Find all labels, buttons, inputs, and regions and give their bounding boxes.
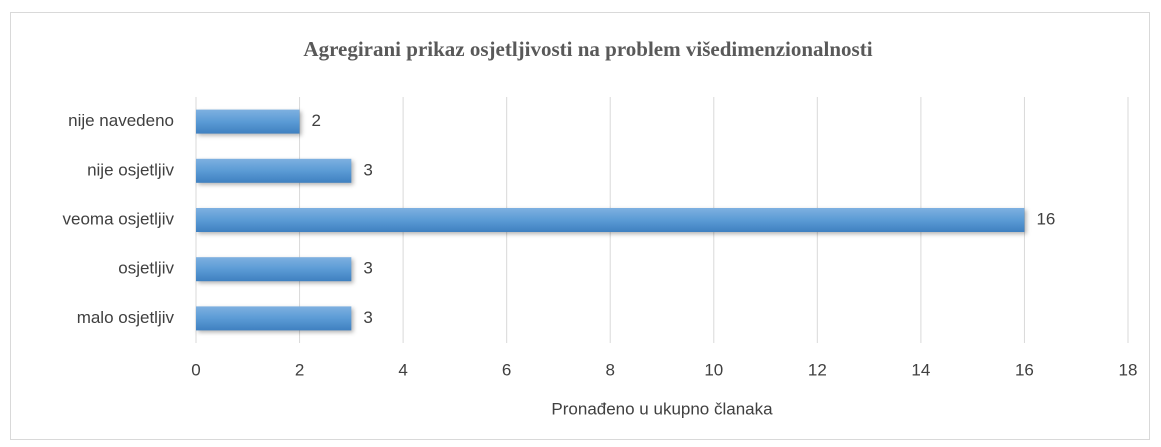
x-tick-label: 0 <box>191 360 200 379</box>
x-axis-label: Pronađeno u ukupno članaka <box>551 399 773 418</box>
data-label: 16 <box>1036 209 1055 228</box>
y-tick-label: malo osjetljiv <box>77 308 175 327</box>
data-label: 3 <box>363 160 372 179</box>
data-label: 2 <box>312 111 321 130</box>
x-tick-label: 4 <box>398 360 407 379</box>
x-tick-label: 10 <box>704 360 723 379</box>
chart-title: Agregirani prikaz osjetljivosti na probl… <box>303 37 872 61</box>
data-label: 3 <box>363 308 372 327</box>
bar <box>196 109 300 134</box>
y-tick-label: nije osjetljiv <box>87 160 174 179</box>
x-tick-label: 18 <box>1119 360 1138 379</box>
x-tick-label: 16 <box>1015 360 1034 379</box>
x-tick-label: 14 <box>911 360 930 379</box>
y-tick-label: veoma osjetljiv <box>63 209 175 228</box>
y-tick-label: nije navedeno <box>68 111 174 130</box>
x-tick-label: 8 <box>605 360 614 379</box>
y-tick-label: osjetljiv <box>118 259 174 278</box>
x-tick-label: 6 <box>502 360 511 379</box>
bar <box>196 306 352 331</box>
x-tick-label: 12 <box>808 360 827 379</box>
bar <box>196 158 352 183</box>
data-label: 3 <box>363 259 372 278</box>
x-tick-label: 2 <box>295 360 304 379</box>
bar <box>196 208 1025 232</box>
bar <box>196 257 352 282</box>
